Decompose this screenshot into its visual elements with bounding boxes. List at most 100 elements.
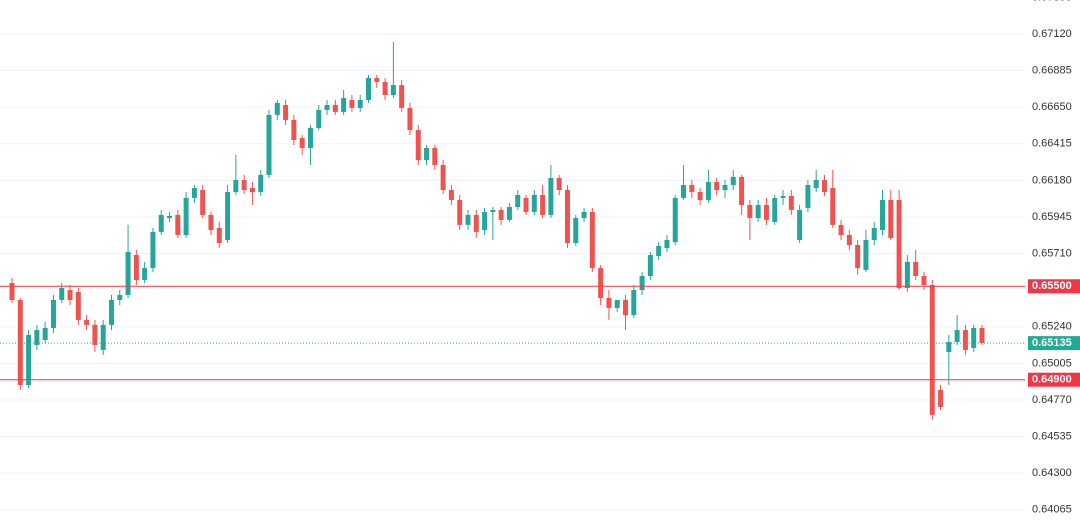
candle-body	[307, 128, 313, 148]
candle-body	[225, 192, 231, 241]
candle-body	[191, 187, 197, 198]
candle-body	[233, 180, 239, 193]
y-tick-label: 0.64770	[1032, 394, 1072, 406]
candle-body	[473, 214, 479, 232]
candle-body	[316, 109, 322, 129]
y-tick-label: 0.66180	[1032, 174, 1072, 186]
candle-body	[797, 209, 803, 241]
candle-body	[606, 297, 612, 308]
candle-body	[17, 299, 23, 386]
price-label: 0.65135	[1032, 337, 1072, 349]
candle-body	[67, 289, 73, 300]
candle-body	[788, 195, 794, 210]
candle-body	[142, 268, 148, 281]
candle-body	[962, 330, 968, 350]
candle-body	[108, 299, 114, 325]
y-tick-label: 0.67120	[1032, 28, 1072, 40]
candle-body	[623, 299, 629, 316]
candle-body	[216, 228, 222, 243]
candle-body	[946, 342, 952, 352]
candle-body	[274, 102, 280, 115]
y-tick-label: 0.65945	[1032, 211, 1072, 223]
candle-body	[805, 185, 811, 208]
candle-body	[589, 211, 595, 269]
candle-body	[42, 327, 48, 340]
candle-body	[540, 194, 546, 215]
candle-body	[150, 231, 156, 269]
y-tick-label: 0.66885	[1032, 64, 1072, 76]
candle-body	[266, 114, 272, 175]
candle-body	[697, 192, 703, 200]
candle-body	[26, 335, 32, 386]
y-tick-label: 0.64065	[1032, 504, 1072, 516]
candle-body	[705, 181, 711, 200]
candle-body	[465, 214, 471, 225]
candle-body	[871, 228, 877, 241]
y-tick-label: 0.67355	[1032, 0, 1072, 3]
candle-body	[556, 178, 562, 191]
candle-body	[880, 199, 886, 231]
candle-body	[50, 299, 56, 328]
candle-body	[357, 99, 363, 108]
candle-body	[34, 330, 40, 345]
y-tick-label: 0.65005	[1032, 357, 1072, 369]
candle-body	[208, 214, 214, 231]
candle-body	[100, 324, 106, 350]
price-label: 0.65500	[1032, 280, 1072, 292]
candle-body	[175, 214, 181, 236]
candle-body	[158, 214, 164, 232]
candle-body	[183, 197, 189, 236]
y-tick-label: 0.65240	[1032, 321, 1072, 333]
candle-body	[722, 185, 728, 191]
candle-body	[664, 240, 670, 248]
candle-body	[125, 251, 131, 295]
candle-body	[896, 199, 902, 288]
candle-body	[399, 85, 405, 108]
candle-body	[739, 176, 745, 205]
candle-body	[913, 261, 919, 276]
candle-body	[424, 147, 430, 160]
candle-body	[167, 216, 173, 219]
candle-body	[979, 327, 985, 343]
candle-body	[200, 190, 206, 215]
candle-body	[639, 275, 645, 290]
candle-body	[92, 324, 98, 345]
candle-body	[548, 178, 554, 215]
price-label-box	[1028, 279, 1080, 294]
candle-body	[482, 211, 488, 231]
candle-body	[929, 285, 935, 415]
price-label-box	[1028, 372, 1080, 387]
candle-body	[780, 195, 786, 198]
candle-body	[506, 206, 512, 220]
candle-body	[9, 282, 15, 300]
y-tick-label: 0.64300	[1032, 467, 1072, 479]
candle-body	[332, 104, 338, 112]
y-tick-label: 0.64535	[1032, 430, 1072, 442]
candle-body	[763, 204, 769, 220]
candle-body	[341, 97, 347, 112]
candle-body	[349, 99, 355, 108]
candle-body	[258, 174, 264, 193]
candle-body	[772, 197, 778, 222]
y-tick-label: 0.66650	[1032, 101, 1072, 113]
candle-body	[432, 147, 438, 165]
candle-body	[249, 187, 255, 193]
candle-body	[448, 190, 454, 200]
candle-body	[382, 81, 388, 96]
candle-body	[904, 261, 910, 288]
candle-body	[515, 194, 521, 207]
candle-body	[440, 164, 446, 191]
candle-body	[581, 211, 587, 219]
candle-body	[457, 199, 463, 225]
candle-body	[415, 130, 421, 160]
candle-body	[523, 197, 529, 212]
candle-body	[374, 78, 380, 82]
candle-body	[755, 204, 761, 219]
candle-body	[863, 240, 869, 270]
candle-body	[689, 185, 695, 193]
candle-body	[573, 218, 579, 243]
price-label-box	[1028, 336, 1080, 351]
candle-body	[813, 180, 819, 188]
